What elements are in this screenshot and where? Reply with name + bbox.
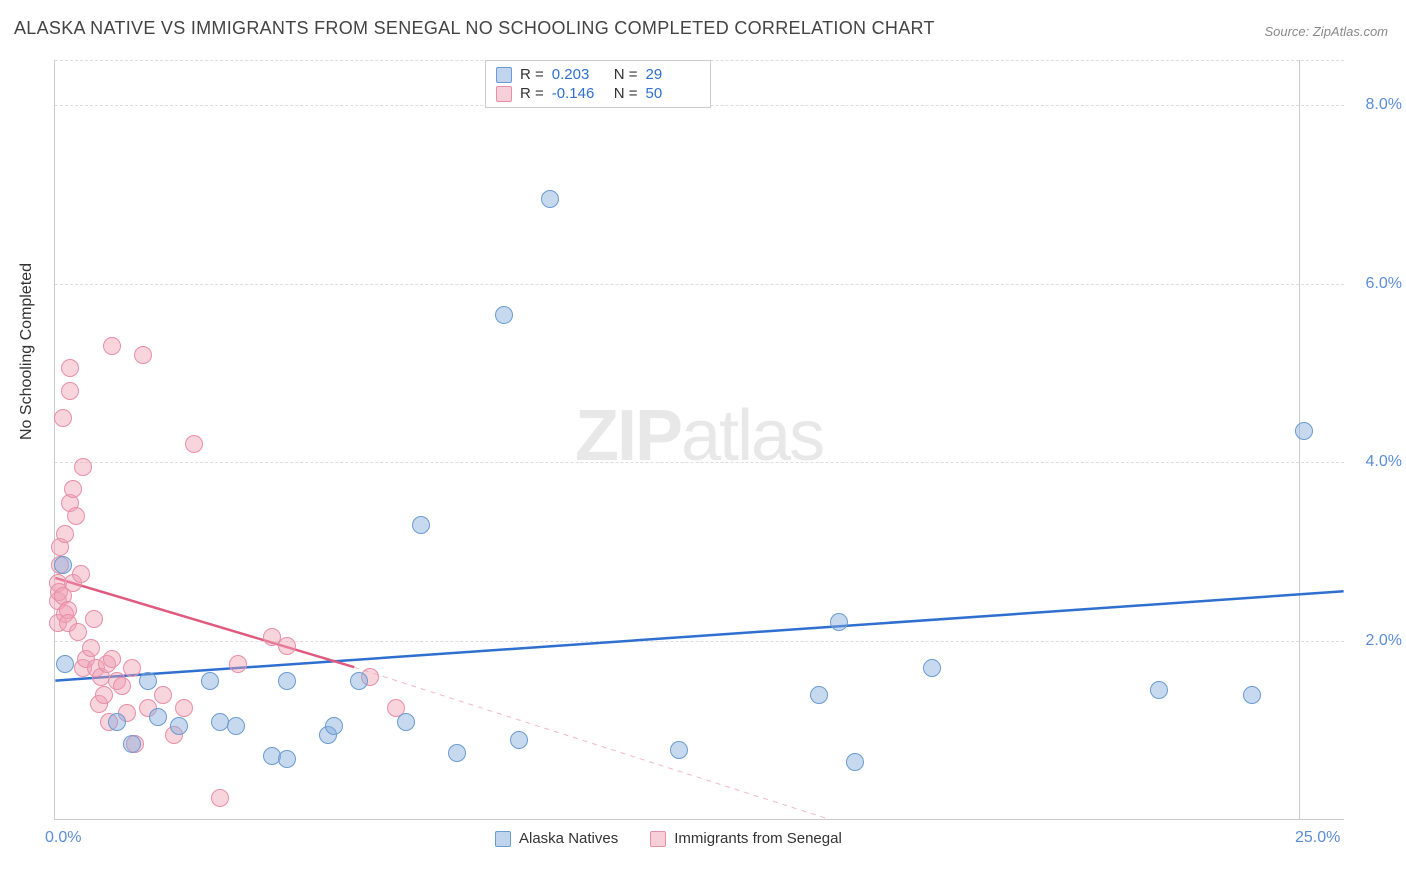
legend-label-blue: Alaska Natives — [519, 830, 618, 847]
data-point — [54, 409, 72, 427]
data-point — [54, 556, 72, 574]
data-point — [64, 480, 82, 498]
data-point — [923, 659, 941, 677]
data-point — [211, 789, 229, 807]
stats-legend-box: R = 0.203 N = 29 R = -0.146 N = 50 — [485, 60, 711, 108]
data-point — [397, 713, 415, 731]
legend-label-pink: Immigrants from Senegal — [674, 830, 842, 847]
source-attribution: Source: ZipAtlas.com — [1264, 24, 1388, 39]
x-tick-label: 0.0% — [45, 829, 81, 847]
trend-lines — [55, 60, 1344, 819]
chart-title: ALASKA NATIVE VS IMMIGRANTS FROM SENEGAL… — [14, 18, 935, 39]
y-axis-label: No Schooling Completed — [18, 263, 36, 440]
data-point — [74, 458, 92, 476]
stats-row-blue: R = 0.203 N = 29 — [496, 65, 700, 84]
data-point — [810, 686, 828, 704]
y-tick-label: 4.0% — [1366, 453, 1402, 471]
data-point — [134, 346, 152, 364]
data-point — [103, 337, 121, 355]
n-label: N = — [614, 85, 638, 102]
watermark-light: atlas — [681, 396, 823, 476]
data-point — [154, 686, 172, 704]
data-point — [139, 672, 157, 690]
data-point — [82, 639, 100, 657]
data-point — [85, 610, 103, 628]
r-label: R = — [520, 66, 544, 83]
data-point — [61, 359, 79, 377]
data-point — [846, 753, 864, 771]
watermark: ZIPatlas — [575, 395, 823, 477]
data-point — [61, 382, 79, 400]
data-point — [113, 677, 131, 695]
swatch-blue-icon — [496, 67, 512, 83]
watermark-bold: ZIP — [575, 396, 681, 476]
r-value-blue: 0.203 — [552, 66, 606, 83]
y-tick-label: 6.0% — [1366, 275, 1402, 293]
gridline — [55, 284, 1344, 285]
gridline — [55, 462, 1344, 463]
data-point — [1243, 686, 1261, 704]
data-point — [56, 655, 74, 673]
data-point — [185, 435, 203, 453]
data-point — [69, 623, 87, 641]
y-tick-label: 8.0% — [1366, 96, 1402, 114]
swatch-blue-icon — [495, 831, 511, 847]
data-point — [103, 650, 121, 668]
data-point — [278, 672, 296, 690]
swatch-pink-icon — [496, 86, 512, 102]
legend-item-blue: Alaska Natives — [495, 830, 618, 847]
data-point — [495, 306, 513, 324]
data-point — [56, 525, 74, 543]
trend-line — [354, 667, 828, 819]
data-point — [1295, 422, 1313, 440]
data-point — [541, 190, 559, 208]
data-point — [412, 516, 430, 534]
data-point — [67, 507, 85, 525]
data-point — [95, 686, 113, 704]
data-point — [350, 672, 368, 690]
data-point — [278, 637, 296, 655]
data-point — [123, 735, 141, 753]
x-tick-label: 25.0% — [1295, 829, 1340, 847]
scatter-plot-area: ZIPatlas 2.0%4.0%6.0%8.0% 0.0%25.0% R = … — [54, 60, 1344, 820]
n-label: N = — [614, 66, 638, 83]
data-point — [123, 659, 141, 677]
trend-line — [55, 591, 1343, 680]
swatch-pink-icon — [650, 831, 666, 847]
data-point — [227, 717, 245, 735]
data-point — [175, 699, 193, 717]
stats-row-pink: R = -0.146 N = 50 — [496, 84, 700, 103]
data-point — [1150, 681, 1168, 699]
bottom-legend: Alaska Natives Immigrants from Senegal — [495, 830, 842, 847]
data-point — [670, 741, 688, 759]
data-point — [229, 655, 247, 673]
y-tick-label: 2.0% — [1366, 632, 1402, 650]
data-point — [830, 613, 848, 631]
data-point — [448, 744, 466, 762]
r-label: R = — [520, 85, 544, 102]
data-point — [325, 717, 343, 735]
r-value-pink: -0.146 — [552, 85, 606, 102]
data-point — [108, 713, 126, 731]
gridline — [55, 641, 1344, 642]
data-point — [72, 565, 90, 583]
data-point — [201, 672, 219, 690]
data-point — [149, 708, 167, 726]
n-value-pink: 50 — [646, 85, 700, 102]
data-point — [510, 731, 528, 749]
n-value-blue: 29 — [646, 66, 700, 83]
legend-item-pink: Immigrants from Senegal — [650, 830, 842, 847]
data-point — [170, 717, 188, 735]
data-point — [278, 750, 296, 768]
